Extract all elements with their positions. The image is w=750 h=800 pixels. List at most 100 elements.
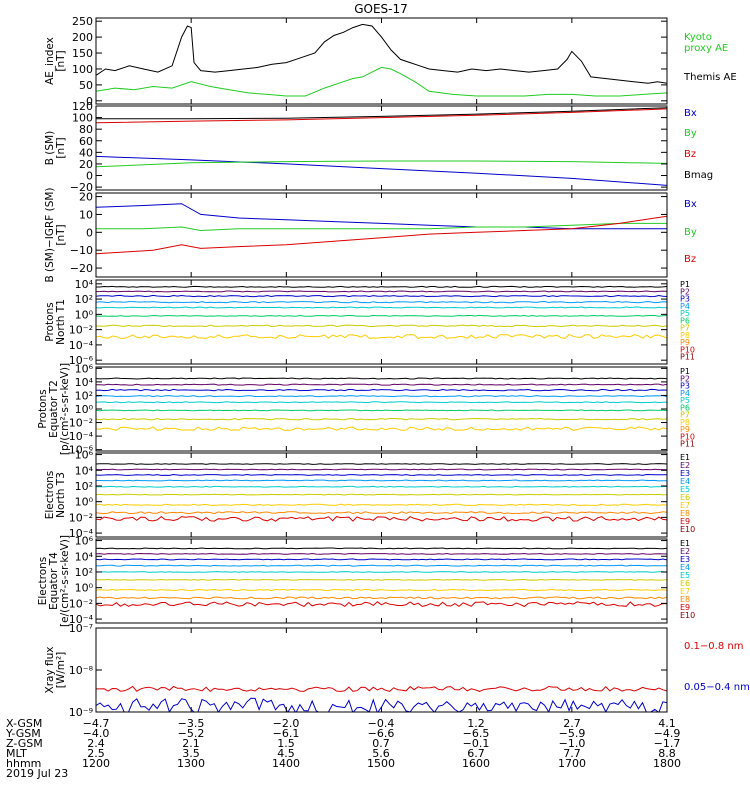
- legend-label: By: [684, 227, 697, 238]
- series-line-p7: [96, 417, 667, 421]
- legend-label: Themis AE: [683, 72, 737, 83]
- legend-label: E1: [680, 539, 690, 548]
- legend-label: P4: [680, 302, 690, 311]
- orbit-row-value: 1400: [272, 757, 300, 770]
- panel-frame: [95, 366, 668, 452]
- y-tick-label: 10²: [75, 566, 93, 579]
- legend-label: E10: [680, 611, 695, 620]
- orbit-row-label: X-GSM: [6, 717, 42, 730]
- series-line-e9: [96, 601, 667, 608]
- orbit-row-value: 2.1: [182, 737, 200, 750]
- orbit-row-value: 6.7: [467, 747, 485, 760]
- y-tick-label: −20: [70, 181, 93, 194]
- legend-label: E3: [680, 555, 690, 564]
- legend-label: P2: [680, 374, 690, 383]
- legend-label: P3: [680, 382, 690, 391]
- series-line-e9: [96, 515, 667, 522]
- y-tick-label: 10⁶: [75, 449, 94, 462]
- y-tick-label: 10⁻²: [69, 511, 93, 524]
- series-group: [96, 23, 667, 97]
- y-tick-label: 60: [79, 135, 93, 148]
- y-tick-label: 10⁴: [75, 550, 94, 563]
- series-line-e5: [96, 485, 667, 488]
- legend-label: E7: [680, 587, 690, 596]
- y-tick-label: 150: [72, 47, 93, 60]
- series-line-bx: [96, 203, 667, 230]
- y-axis-label: [e/(cm²-s-sr-keV)]: [59, 535, 71, 627]
- legend-label: Bx: [684, 199, 697, 210]
- series-line-p6: [96, 314, 667, 317]
- orbit-row-value: 1600: [462, 757, 490, 770]
- orbit-row-value: −2.0: [273, 717, 300, 730]
- legend-label: E1: [680, 453, 690, 462]
- y-tick-label: 20: [79, 191, 93, 204]
- y-tick-label: 10²: [75, 480, 93, 493]
- series-line-e2: [96, 468, 667, 471]
- legend-label: By: [684, 128, 697, 139]
- legend-label: P10: [680, 432, 695, 441]
- legend-label: P6: [680, 316, 690, 325]
- series-line-themis-ae: [96, 23, 667, 84]
- legend-label: E7: [680, 501, 690, 510]
- legend-label: 0.05−0.4 nm: [684, 682, 750, 693]
- series-line-p2: [96, 290, 667, 293]
- y-tick-label: 0: [86, 170, 93, 183]
- orbit-row-value: −1.0: [559, 737, 586, 750]
- series-line-e3: [96, 473, 667, 476]
- series-line-0-1-0-8-nm: [96, 685, 667, 693]
- orbit-row-value: −1.7: [654, 737, 681, 750]
- y-tick-label: 10: [79, 208, 93, 221]
- legend-label: P2: [680, 287, 690, 296]
- orbit-row-value: 2.5: [87, 747, 105, 760]
- orbit-row-value: 8.8: [658, 747, 676, 760]
- orbit-row-value: −6.1: [273, 727, 300, 740]
- series-line-e7: [96, 588, 667, 592]
- legend-label: P1: [680, 367, 690, 376]
- legend-label: E9: [680, 603, 690, 612]
- y-tick-label: 10⁶: [75, 362, 94, 375]
- legend-label: P11: [680, 440, 695, 449]
- y-tick-label: 10⁻⁶: [69, 354, 94, 367]
- orbit-row-value: 1800: [653, 757, 681, 770]
- series-group: [96, 285, 667, 339]
- y-tick-label: 10²: [75, 293, 93, 306]
- panel-frame: [95, 538, 668, 624]
- panel-frame: [95, 279, 668, 365]
- series-line-bmag: [96, 107, 667, 120]
- legend-label: E6: [680, 493, 690, 502]
- y-axis-label: Electrons: [44, 471, 56, 520]
- y-tick-label: 10⁻⁴: [69, 339, 94, 352]
- legend-label: P7: [680, 411, 690, 420]
- y-axis-label: North T1: [55, 299, 67, 345]
- series-line-p3: [96, 294, 667, 298]
- y-tick-label: 10⁻⁶: [69, 444, 94, 457]
- orbit-row-value: 1700: [558, 757, 586, 770]
- legend-label: Kyoto: [684, 32, 712, 43]
- y-tick-label: 80: [79, 123, 93, 136]
- orbit-row-value: 4.1: [658, 717, 676, 730]
- series-line-p2: [96, 383, 667, 386]
- orbit-table: X-GSM −4.7 −3.5 −2.0 −0.4 1.2 2.7 4.1 Y-GSM −4.0 −…: [5, 717, 681, 770]
- series-group: [96, 107, 667, 186]
- orbit-row-value: 2.7: [563, 717, 581, 730]
- orbit-row-value: −4.0: [83, 727, 110, 740]
- series-line-e7: [96, 503, 667, 506]
- legend-label: E5: [680, 571, 690, 580]
- orbit-row-value: −5.9: [559, 727, 586, 740]
- legend-label: Bx: [684, 108, 697, 119]
- orbit-row-value: 0.7: [372, 737, 390, 750]
- orbit-row-value: −4.7: [83, 717, 110, 730]
- series-line-by: [96, 222, 667, 232]
- y-tick-label: 20: [79, 158, 93, 171]
- series-line-e8: [96, 511, 667, 515]
- orbit-row-value: −5.2: [178, 727, 205, 740]
- legend-label: E3: [680, 469, 690, 478]
- series-line-e6: [96, 493, 667, 496]
- legend-label: P9: [680, 338, 690, 347]
- y-axis-label: AE_index: [44, 37, 56, 85]
- legend-label: P7: [680, 324, 690, 333]
- y-tick-label: 10²: [75, 389, 93, 402]
- y-tick-label: 10⁴: [75, 376, 94, 389]
